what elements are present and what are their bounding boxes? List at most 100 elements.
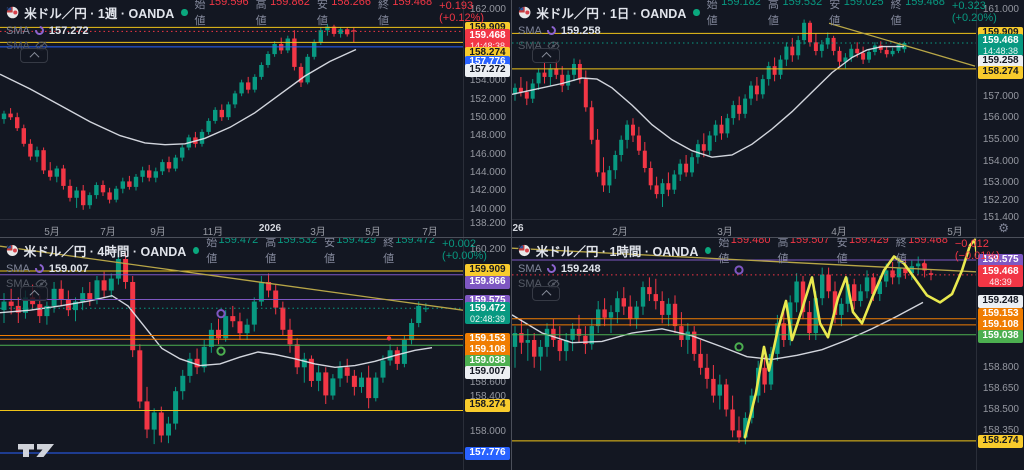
chart-canvas[interactable] <box>512 238 976 470</box>
sma-label: SMA <box>518 24 542 37</box>
close-value: 159.468 <box>908 238 948 246</box>
close-label: 終値 <box>377 0 389 27</box>
sma-hidden-legend-row[interactable]: SMA <box>518 39 1024 53</box>
open-label: 始値 <box>194 0 206 27</box>
chart-title[interactable]: 米ドル／円 · 1日 · OANDA <box>536 6 687 21</box>
sma-legend-row[interactable]: SMA 159.258 <box>518 23 1024 38</box>
sma-hidden-legend-row[interactable]: SMA <box>6 277 511 291</box>
price-tick: 158.800 <box>982 362 1019 373</box>
price-tick: 140.000 <box>469 204 506 215</box>
chart-canvas[interactable] <box>0 0 463 219</box>
legend-collapse-button[interactable] <box>20 48 48 63</box>
sma-legend-row[interactable]: SMA 157.272 <box>6 23 511 38</box>
time-tick: 5月 <box>365 227 381 237</box>
open-value: 159.480 <box>730 238 771 246</box>
price-label: 159.038 <box>978 329 1023 343</box>
price-label: 159.472 02:48:39 <box>465 302 510 324</box>
axis-settings-gear-icon[interactable]: ⚙ <box>998 221 1009 235</box>
price-label: 159.108 <box>978 318 1023 332</box>
sma-legend-row[interactable]: SMA 159.007 <box>6 261 511 276</box>
close-label: 終値 <box>890 0 902 27</box>
instrument-pair-icon <box>6 5 20 19</box>
chart-legend: 米ドル／円 · 4時間 · OANDA 始値 159.472 高値 159.532 … <box>6 238 511 291</box>
sma-value: 157.272 <box>48 24 89 37</box>
chart-legend: 米ドル／円 · 1時間 · OANDA 始値 159.480 高値 159.507 … <box>518 238 1024 291</box>
price-label: 159.153 <box>465 332 510 346</box>
price-tick: 151.400 <box>982 212 1019 223</box>
chevron-up-icon <box>29 289 39 300</box>
market-status-icon[interactable] <box>181 8 188 16</box>
chart-pane-1week[interactable]: 米ドル／円 · 1週 · OANDA 始値 159.596 高値 159.862 安… <box>0 0 511 237</box>
high-label: 高値 <box>767 0 779 27</box>
change-value: +0.002 (+0.00%) <box>442 238 487 262</box>
price-tick: 158.600 <box>469 377 506 388</box>
market-status-icon[interactable] <box>693 8 700 16</box>
sma-label: SMA <box>6 24 30 37</box>
low-label: 安値 <box>316 0 328 27</box>
price-axis[interactable]: 161.000 157.000 156.000 155.000 154.000 153.0… <box>976 0 1024 237</box>
change-value: −0.012 (−0.01%) <box>954 238 1000 262</box>
time-tick: 11月 <box>202 227 224 237</box>
high-value: 159.507 <box>789 238 830 246</box>
price-axis[interactable]: 158.800 158.650 158.500 158.350 159.575 159.4… <box>976 238 1024 470</box>
sma-hidden-legend-row[interactable]: SMA <box>6 39 511 53</box>
time-tick: 3月 <box>310 227 326 237</box>
time-axis[interactable]: 26 2月 3月 4月 5月 <box>512 219 976 237</box>
close-value: 159.468 <box>392 0 433 8</box>
chart-pane-1hour[interactable]: 米ドル／円 · 1時間 · OANDA 始値 159.480 高値 159.507 … <box>512 238 1024 470</box>
tradingview-logo[interactable] <box>16 441 58 460</box>
market-status-icon[interactable] <box>705 246 712 254</box>
chart-title[interactable]: 米ドル／円 · 1週 · OANDA <box>24 6 175 21</box>
chevron-up-icon <box>29 51 39 62</box>
high-value: 159.532 <box>782 0 823 8</box>
instrument-pair-icon <box>6 243 19 257</box>
price-label: 159.468 48:39 <box>978 265 1023 287</box>
market-status-icon[interactable] <box>193 246 200 254</box>
sma-hidden-legend-row[interactable]: SMA <box>518 277 1024 291</box>
chart-pane-4hour[interactable]: 米ドル／円 · 4時間 · OANDA 始値 159.472 高値 159.532 … <box>0 238 511 470</box>
price-axis[interactable]: 162.000 154.000 152.000 150.000 148.000 146.0… <box>463 0 511 237</box>
time-tick: 5月 <box>44 227 60 237</box>
ohlc-values: 始値 159.596 高値 159.862 安値 158.266 終値 159.468 … <box>195 0 511 28</box>
chevron-up-icon <box>541 51 551 62</box>
chart-pane-1day[interactable]: 米ドル／円 · 1日 · OANDA 始値 159.182 高値 159.532 安… <box>512 0 1024 237</box>
legend-collapse-button[interactable] <box>532 48 560 63</box>
close-value: 159.472 <box>395 238 436 246</box>
high-value: 159.532 <box>277 238 318 246</box>
bar-countdown: 14:48:38 <box>982 46 1019 56</box>
chart-title[interactable]: 米ドル／円 · 1時間 · OANDA <box>535 244 699 259</box>
legend-collapse-button[interactable] <box>532 286 560 301</box>
price-tick: 152.200 <box>982 195 1019 206</box>
chevron-up-icon <box>541 289 551 300</box>
time-tick: 7月 <box>422 227 438 237</box>
price-label: 157.272 <box>465 63 510 77</box>
sma-legend-row[interactable]: SMA 159.248 <box>518 261 1024 276</box>
chart-legend: 米ドル／円 · 1週 · OANDA 始値 159.596 高値 159.862 安… <box>6 0 511 53</box>
time-tick: 7月 <box>100 227 116 237</box>
price-axis[interactable]: 160.200 158.600 158.400 158.000 159.909 159.8… <box>463 238 511 470</box>
time-tick: 26 <box>512 223 524 234</box>
time-axis[interactable]: 5月 7月 9月 11月 2026 3月 5月 7月 <box>0 219 463 237</box>
high-label: 高値 <box>265 238 277 265</box>
price-tick: 158.000 <box>469 426 506 437</box>
price-tick: 138.200 <box>469 218 506 229</box>
time-tick: 4月 <box>831 227 847 237</box>
time-tick: 2月 <box>612 227 628 237</box>
time-tick: 5月 <box>947 227 963 237</box>
price-label: 159.153 <box>978 307 1023 321</box>
price-tick: 162.000 <box>469 4 506 15</box>
price-label: 158.274 <box>978 434 1023 448</box>
price-tick: 154.000 <box>469 75 506 86</box>
low-label: 安値 <box>829 0 841 27</box>
chart-canvas[interactable] <box>0 238 463 470</box>
chart-title[interactable]: 米ドル／円 · 4時間 · OANDA <box>23 244 187 259</box>
bar-countdown: 14:48:38 <box>465 42 510 51</box>
price-tick: 144.000 <box>469 167 506 178</box>
legend-collapse-button[interactable] <box>20 286 48 301</box>
chart-canvas[interactable] <box>512 0 976 219</box>
price-tick: 155.000 <box>982 134 1019 145</box>
price-tick: 154.000 <box>982 156 1019 167</box>
